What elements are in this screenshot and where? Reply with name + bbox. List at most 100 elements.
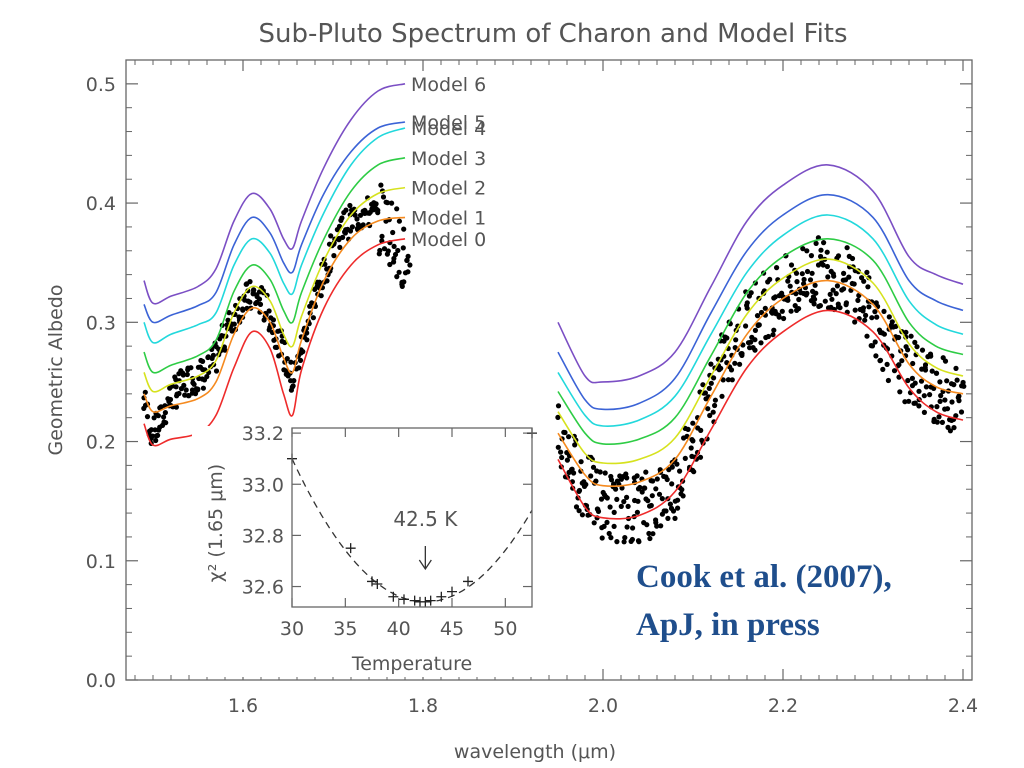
observed-point: [690, 438, 696, 444]
observed-point: [758, 340, 764, 346]
observed-point: [852, 319, 858, 325]
observed-point: [407, 262, 413, 268]
observed-point: [866, 304, 872, 310]
observed-point: [322, 261, 328, 267]
observed-point: [800, 246, 806, 252]
observed-point: [700, 382, 706, 388]
observed-point: [824, 263, 831, 270]
y-tick-label: 0.1: [86, 551, 116, 573]
observed-point: [682, 455, 688, 461]
observed-point: [644, 522, 650, 528]
observed-point: [390, 229, 396, 236]
observed-point: [583, 481, 589, 488]
observed-point: [958, 409, 965, 415]
observed-point: [343, 207, 349, 213]
observed-point: [793, 291, 799, 297]
observed-point: [576, 508, 582, 514]
observed-point: [590, 464, 597, 470]
model-label: Model 6: [411, 74, 486, 96]
observed-point: [921, 393, 927, 399]
observed-point: [188, 365, 194, 371]
observed-point: [200, 358, 206, 364]
chart-title: Sub-Pluto Spectrum of Charon and Model F…: [258, 19, 847, 49]
y-tick-label: 0.0: [86, 670, 116, 692]
observed-point: [675, 497, 681, 503]
observed-point: [951, 382, 957, 388]
observed-point: [645, 498, 651, 504]
model-label: Model 2: [411, 178, 486, 200]
observed-point: [956, 398, 962, 404]
observed-point: [647, 535, 653, 542]
observed-point: [210, 352, 216, 358]
observed-point: [562, 429, 568, 436]
inset-x-axis-label: Temperature: [351, 653, 472, 675]
observed-point: [373, 201, 379, 207]
observed-point: [886, 314, 892, 320]
observed-point: [869, 299, 875, 305]
inset-y-tick-label: 33.0: [242, 474, 284, 496]
observed-point: [821, 240, 827, 246]
observed-point: [593, 478, 599, 484]
observed-point: [767, 276, 773, 282]
observed-point: [675, 505, 681, 511]
observed-point: [938, 393, 944, 399]
observed-point: [691, 469, 697, 475]
observed-point: [256, 296, 263, 302]
observed-point: [708, 361, 714, 367]
model-curve-band1: [143, 238, 406, 447]
observed-point: [785, 297, 791, 303]
observed-point: [906, 398, 912, 404]
observed-point: [191, 381, 197, 387]
observed-point: [929, 368, 935, 374]
observed-point: [822, 298, 828, 304]
observed-point: [820, 262, 826, 268]
observed-point: [401, 226, 407, 232]
observed-point: [162, 410, 168, 416]
observed-point: [792, 303, 798, 309]
observed-point: [650, 478, 656, 484]
observed-point: [817, 303, 824, 309]
observed-point: [908, 333, 914, 339]
observed-point: [910, 360, 916, 367]
observed-point: [595, 508, 602, 514]
observed-point: [788, 262, 795, 268]
observed-point: [270, 317, 276, 323]
observed-point: [385, 248, 391, 254]
observed-point: [564, 457, 571, 463]
observed-point: [257, 301, 264, 307]
observed-point: [947, 428, 954, 434]
observed-point: [934, 419, 940, 425]
observed-point: [788, 308, 794, 314]
observed-point: [274, 344, 280, 350]
observed-point: [380, 194, 387, 200]
observed-point: [710, 409, 716, 415]
observed-point: [733, 337, 739, 343]
observed-point: [658, 523, 664, 529]
observed-point: [893, 323, 899, 329]
observed-point: [646, 530, 652, 537]
observed-point: [359, 223, 365, 229]
observed-point: [391, 243, 397, 249]
observed-point: [688, 445, 694, 451]
observed-point: [161, 414, 167, 420]
observed-point: [758, 309, 765, 316]
x-tick-label: 2.0: [588, 695, 618, 717]
model-curve-band2: [557, 309, 964, 520]
citation-text: Cook et al. (2007), ApJ, in press: [636, 553, 1016, 649]
observed-point: [740, 342, 746, 348]
observed-point: [855, 297, 861, 303]
observed-point: [672, 515, 678, 522]
observed-point: [555, 403, 562, 409]
observed-point: [712, 402, 718, 409]
observed-point: [602, 470, 608, 476]
model-curve-band2: [557, 258, 964, 465]
observed-point: [846, 274, 852, 280]
model-curve-band1: [143, 121, 406, 324]
observed-point: [204, 374, 210, 380]
observed-point: [566, 434, 572, 440]
inset-background: [192, 426, 534, 677]
observed-point: [861, 278, 867, 284]
observed-point: [247, 299, 253, 305]
x-tick-label: 1.8: [408, 695, 438, 717]
observed-point: [889, 319, 895, 325]
